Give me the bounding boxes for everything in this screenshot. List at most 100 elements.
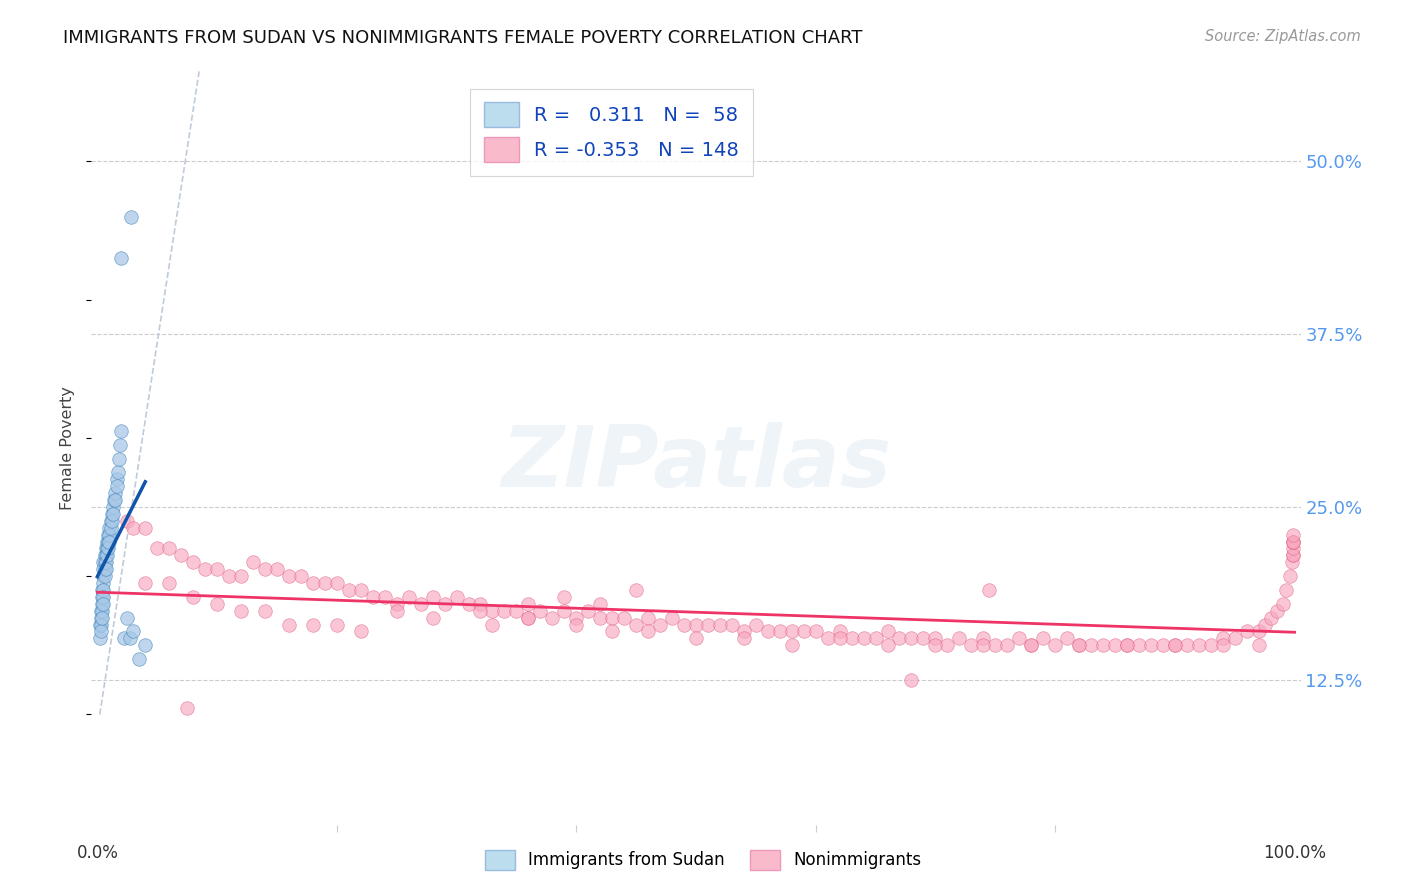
Point <box>1212 638 1234 652</box>
Point <box>709 617 731 632</box>
Point <box>93 569 115 583</box>
Point <box>91 610 114 624</box>
Point <box>205 597 228 611</box>
Point <box>104 486 127 500</box>
Point <box>104 493 127 508</box>
Point <box>181 590 204 604</box>
Point <box>103 493 125 508</box>
Point <box>374 590 396 604</box>
Point <box>1008 632 1031 646</box>
Point <box>780 638 803 652</box>
Point <box>553 604 575 618</box>
Point <box>91 590 114 604</box>
Point <box>613 610 636 624</box>
Point <box>1128 638 1150 652</box>
Point <box>100 514 122 528</box>
Point <box>350 624 373 639</box>
Point <box>589 597 612 611</box>
Point <box>481 617 503 632</box>
Point <box>505 604 527 618</box>
Point <box>105 472 128 486</box>
Point <box>266 562 288 576</box>
Point <box>1282 527 1305 541</box>
Point <box>1116 638 1139 652</box>
Point <box>422 590 444 604</box>
Point <box>1253 617 1275 632</box>
Point <box>1223 632 1246 646</box>
Point <box>337 582 360 597</box>
Point <box>96 541 118 556</box>
Point <box>1152 638 1174 652</box>
Point <box>91 604 114 618</box>
Point <box>108 451 131 466</box>
Point <box>1260 610 1282 624</box>
Point <box>852 632 875 646</box>
Point <box>685 617 707 632</box>
Point <box>1282 534 1305 549</box>
Point <box>122 521 145 535</box>
Point <box>229 569 252 583</box>
Point <box>481 604 503 618</box>
Point <box>841 632 863 646</box>
Text: 0.0%: 0.0% <box>76 845 118 863</box>
Point <box>1271 597 1294 611</box>
Point <box>101 500 124 514</box>
Point <box>972 632 994 646</box>
Point <box>385 604 408 618</box>
Point <box>733 624 755 639</box>
Point <box>146 541 169 556</box>
Point <box>108 438 131 452</box>
Point <box>409 597 432 611</box>
Point <box>110 251 132 265</box>
Point <box>98 534 121 549</box>
Point <box>1116 638 1139 652</box>
Point <box>457 597 479 611</box>
Point <box>1067 638 1090 652</box>
Point <box>733 632 755 646</box>
Text: IMMIGRANTS FROM SUDAN VS NONIMMIGRANTS FEMALE POVERTY CORRELATION CHART: IMMIGRANTS FROM SUDAN VS NONIMMIGRANTS F… <box>63 29 863 46</box>
Point <box>1282 534 1305 549</box>
Point <box>181 555 204 569</box>
Point <box>1080 638 1102 652</box>
Point <box>828 632 851 646</box>
Point <box>1019 638 1042 652</box>
Point <box>900 632 922 646</box>
Point <box>97 527 120 541</box>
Point <box>170 549 193 563</box>
Point <box>1199 638 1222 652</box>
Point <box>361 590 384 604</box>
Point <box>90 604 112 618</box>
Point <box>1043 638 1066 652</box>
Y-axis label: Female Poverty: Female Poverty <box>60 386 76 510</box>
Point <box>589 610 612 624</box>
Point <box>117 610 139 624</box>
Point <box>793 624 815 639</box>
Point <box>302 576 325 591</box>
Point <box>89 617 111 632</box>
Point <box>600 610 623 624</box>
Point <box>1056 632 1078 646</box>
Point <box>1275 582 1298 597</box>
Point <box>314 576 336 591</box>
Point <box>97 534 120 549</box>
Point <box>828 624 851 639</box>
Point <box>1247 638 1270 652</box>
Point <box>1282 541 1305 556</box>
Point <box>648 617 671 632</box>
Point <box>721 617 744 632</box>
Point <box>900 673 922 687</box>
Point <box>553 590 575 604</box>
Point <box>912 632 935 646</box>
Point <box>1188 638 1211 652</box>
Point <box>517 597 540 611</box>
Point <box>995 638 1018 652</box>
Point <box>122 624 145 639</box>
Point <box>194 562 217 576</box>
Point <box>1164 638 1187 652</box>
Point <box>924 632 946 646</box>
Point <box>876 624 898 639</box>
Point <box>326 576 349 591</box>
Point <box>302 617 325 632</box>
Point <box>422 610 444 624</box>
Point <box>804 624 827 639</box>
